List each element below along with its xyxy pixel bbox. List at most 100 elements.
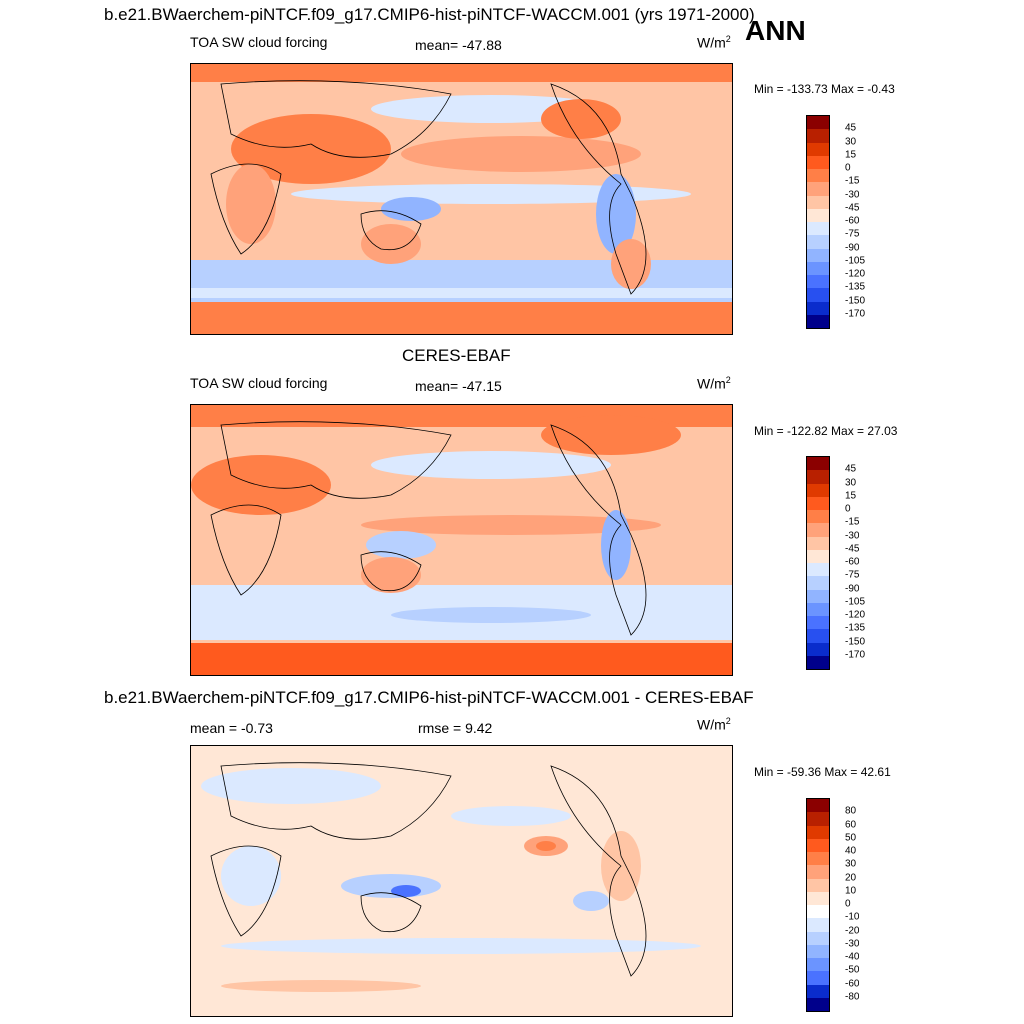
colorbar-swatch: [807, 852, 829, 866]
colorbar-swatch: [807, 235, 829, 249]
colorbar-tick-label: 45: [845, 122, 857, 134]
colorbar-swatch: [807, 878, 829, 892]
panel-2-map: [190, 404, 733, 676]
panel-3-units: W/m2: [697, 716, 731, 733]
panel-2-minmax: Min = -122.82 Max = 27.03: [754, 424, 898, 438]
colorbar-swatch: [807, 642, 829, 656]
colorbar-tick-label: -60: [845, 978, 860, 989]
colorbar-swatch: [807, 208, 829, 222]
colorbar-tick-label: -120: [845, 268, 866, 280]
colorbar-tick-label: -30: [845, 938, 860, 950]
panel-3-mean-label: mean = -0.73: [190, 720, 273, 736]
colorbar-tick-label: -10: [845, 911, 860, 923]
panel-1-units: W/m2: [697, 34, 731, 51]
colorbar-swatch: [807, 129, 829, 143]
colorbar-swatch: [807, 576, 829, 590]
colorbar-swatch: [807, 931, 829, 945]
colorbar-swatch: [807, 470, 829, 484]
colorbar-swatch: [807, 182, 829, 196]
colorbar-tick-label: 30: [845, 858, 857, 870]
colorbar-tick-label: 20: [845, 872, 857, 883]
colorbar-tick-label: -30: [845, 189, 860, 200]
colorbar-tick-label: 10: [845, 885, 857, 897]
colorbar-tick-label: -75: [845, 569, 860, 581]
colorbar-tick-label: -135: [845, 281, 866, 293]
panel-3-title: b.e21.BWaerchem-piNTCF.f09_g17.CMIP6-his…: [104, 688, 754, 707]
colorbar-swatch: [807, 248, 829, 262]
colorbar-swatch: [807, 825, 829, 839]
colorbar-tick-label: 15: [845, 490, 857, 502]
colorbar-tick-label: -60: [845, 215, 860, 227]
colorbar-tick-label: -20: [845, 925, 860, 936]
colorbar-swatch: [807, 496, 829, 510]
colorbar-tick-label: 80: [845, 805, 857, 817]
colorbar-tick-label: -75: [845, 228, 860, 240]
panel-1-colorbar: [806, 115, 830, 329]
colorbar-swatch: [807, 602, 829, 616]
colorbar-tick-label: -80: [845, 991, 860, 1003]
colorbar-tick-label: -45: [845, 202, 860, 214]
colorbar-swatch: [807, 905, 829, 919]
colorbar-tick-label: -15: [845, 175, 860, 187]
panel-2-colorbar: [806, 456, 830, 670]
panel-1-variable-label: TOA SW cloud forcing: [190, 34, 328, 50]
colorbar-tick-label: -150: [845, 295, 866, 306]
colorbar-swatch: [807, 457, 829, 471]
colorbar-swatch: [807, 563, 829, 577]
panel-3-minmax: Min = -59.36 Max = 42.61: [754, 765, 891, 779]
season-label: ANN: [745, 15, 806, 46]
colorbar-swatch: [807, 536, 829, 550]
colorbar-tick-label: -90: [845, 242, 860, 253]
panel-2-variable-label: TOA SW cloud forcing: [190, 375, 328, 391]
colorbar-swatch: [807, 275, 829, 289]
panel-2-mean-label: mean= -47.15: [415, 378, 502, 394]
colorbar-tick-label: 0: [845, 162, 851, 174]
colorbar-swatch: [807, 655, 829, 669]
colorbar-swatch: [807, 142, 829, 156]
colorbar-tick-label: 50: [845, 832, 857, 844]
colorbar-swatch: [807, 195, 829, 209]
figure-title: b.e21.BWaerchem-piNTCF.f09_g17.CMIP6-his…: [104, 5, 755, 24]
colorbar-tick-label: -60: [845, 556, 860, 568]
colorbar-tick-label: -45: [845, 543, 860, 555]
colorbar-tick-label: -105: [845, 596, 866, 608]
colorbar-swatch: [807, 155, 829, 169]
colorbar-tick-label: -15: [845, 516, 860, 528]
colorbar-swatch: [807, 838, 829, 852]
colorbar-swatch: [807, 984, 829, 998]
colorbar-tick-label: -150: [845, 636, 866, 647]
colorbar-swatch: [807, 629, 829, 643]
colorbar-swatch: [807, 812, 829, 826]
colorbar-swatch: [807, 865, 829, 879]
colorbar-swatch: [807, 222, 829, 236]
colorbar-tick-label: -120: [845, 609, 866, 621]
colorbar-tick-label: 30: [845, 477, 857, 488]
colorbar-swatch: [807, 958, 829, 972]
panel-2-units: W/m2: [697, 375, 731, 392]
colorbar-tick-label: -170: [845, 649, 866, 661]
colorbar-swatch: [807, 523, 829, 537]
colorbar-swatch: [807, 116, 829, 130]
colorbar-tick-label: -30: [845, 530, 860, 541]
panel-3-rmse-label: rmse = 9.42: [418, 720, 493, 736]
colorbar-swatch: [807, 971, 829, 985]
panel-1-map: [190, 63, 733, 335]
colorbar-swatch: [807, 549, 829, 563]
colorbar-tick-label: 15: [845, 149, 857, 161]
colorbar-swatch: [807, 997, 829, 1011]
colorbar-tick-label: -40: [845, 951, 860, 963]
panel-1-minmax: Min = -133.73 Max = -0.43: [754, 82, 895, 96]
colorbar-swatch: [807, 288, 829, 302]
colorbar-swatch: [807, 944, 829, 958]
colorbar-tick-label: 40: [845, 845, 857, 857]
colorbar-tick-label: -50: [845, 964, 860, 976]
colorbar-tick-label: 0: [845, 898, 851, 910]
colorbar-swatch: [807, 261, 829, 275]
colorbar-swatch: [807, 918, 829, 932]
colorbar-swatch: [807, 301, 829, 315]
colorbar-swatch: [807, 314, 829, 328]
panel-3-colorbar: [806, 798, 830, 1012]
colorbar-swatch: [807, 483, 829, 497]
colorbar-swatch: [807, 589, 829, 603]
panel-1-mean-label: mean= -47.88: [415, 37, 502, 53]
